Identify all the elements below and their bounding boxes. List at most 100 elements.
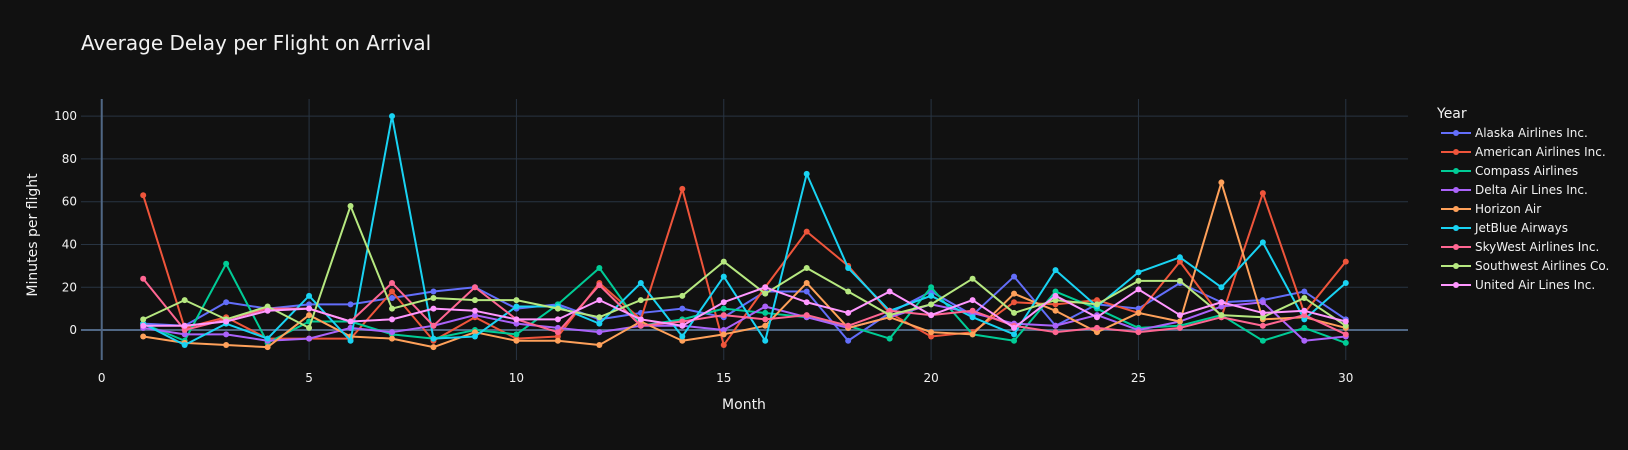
data-point — [389, 316, 396, 323]
data-point — [389, 335, 396, 342]
legend-item[interactable]: American Airlines Inc. — [1441, 145, 1606, 159]
data-point — [1259, 299, 1266, 306]
data-point — [969, 275, 976, 282]
x-tick-label: 15 — [716, 371, 731, 385]
data-point — [181, 322, 188, 329]
data-point — [554, 316, 561, 323]
data-point — [762, 337, 769, 344]
tick-layer: 0 5 10 15 20 25 30 0 20 40 60 80 100 — [54, 109, 1353, 385]
series-line — [143, 301, 1346, 342]
data-point — [1093, 314, 1100, 321]
data-point — [430, 322, 437, 329]
chart-title: Average Delay per Flight on Arrival — [81, 31, 431, 55]
legend-swatch-marker — [1453, 187, 1459, 193]
data-point — [306, 335, 313, 342]
legend-label: JetBlue Airways — [1474, 221, 1568, 235]
data-point — [513, 337, 520, 344]
data-point — [762, 309, 769, 316]
series-line — [143, 286, 1347, 329]
legend-label: Southwest Airlines Co. — [1475, 259, 1609, 273]
data-point — [720, 331, 727, 338]
data-point — [1135, 329, 1142, 336]
data-point — [720, 327, 727, 334]
legend-swatch-marker — [1453, 149, 1459, 155]
data-point — [1093, 329, 1100, 336]
data-point — [596, 314, 603, 321]
legend-item[interactable]: Alaska Airlines Inc. — [1441, 126, 1588, 140]
data-point — [264, 344, 271, 351]
legend-item[interactable]: Southwest Airlines Co. — [1441, 259, 1609, 273]
data-point — [1259, 337, 1266, 344]
x-tick-label: 5 — [305, 371, 313, 385]
data-point — [471, 307, 478, 314]
data-point — [264, 335, 271, 342]
legend-item[interactable]: Delta Air Lines Inc. — [1441, 183, 1588, 197]
data-point — [554, 337, 561, 344]
data-point — [596, 265, 603, 272]
data-point — [1218, 284, 1225, 291]
series-layer — [140, 113, 1349, 351]
data-point — [1176, 254, 1183, 261]
data-point — [223, 260, 230, 267]
data-point — [1259, 309, 1266, 316]
data-point — [762, 322, 769, 329]
data-point — [928, 333, 935, 340]
legend-item[interactable]: SkyWest Airlines Inc. — [1441, 240, 1599, 254]
data-point — [637, 316, 644, 323]
data-point — [181, 342, 188, 349]
series-line — [142, 115, 1347, 347]
data-point — [596, 297, 603, 304]
data-point — [389, 113, 396, 120]
data-point — [513, 297, 520, 304]
data-point — [637, 322, 644, 329]
data-point — [1052, 288, 1059, 295]
data-point — [223, 342, 230, 349]
data-point — [969, 297, 976, 304]
data-point — [513, 320, 520, 327]
data-point — [1301, 294, 1308, 301]
legend: Year Alaska Airlines Inc. American Airlin… — [1436, 106, 1609, 292]
data-point — [928, 312, 935, 319]
legend-swatch-marker — [1453, 244, 1459, 250]
data-point — [1093, 297, 1100, 304]
data-point — [845, 322, 852, 329]
legend-label: Alaska Airlines Inc. — [1475, 126, 1588, 140]
data-point — [1301, 316, 1308, 323]
data-point — [596, 282, 603, 289]
data-point — [803, 170, 810, 177]
data-point — [389, 294, 396, 301]
data-point — [306, 312, 313, 319]
legend-item[interactable]: United Air Lines Inc. — [1441, 278, 1595, 292]
legend-title: Year — [1436, 106, 1467, 122]
data-point — [1301, 288, 1308, 295]
data-point — [389, 305, 396, 312]
data-point — [140, 316, 147, 323]
data-point — [554, 329, 561, 336]
legend-swatch-marker — [1453, 130, 1459, 136]
data-point — [1011, 290, 1018, 297]
data-point — [223, 318, 230, 325]
data-point — [1011, 331, 1018, 338]
legend-item[interactable]: Horizon Air — [1441, 202, 1541, 216]
y-tick-label: 20 — [62, 280, 77, 294]
data-point — [928, 301, 935, 308]
data-point — [1052, 329, 1059, 336]
data-point — [1342, 258, 1349, 265]
data-point — [762, 290, 769, 297]
data-point — [1135, 277, 1142, 284]
data-point — [181, 327, 188, 334]
data-point — [679, 305, 686, 312]
data-point — [1011, 273, 1018, 280]
data-point — [430, 344, 437, 351]
data-point — [471, 333, 478, 340]
data-point — [1218, 299, 1225, 306]
legend-item[interactable]: JetBlue Airways — [1441, 221, 1568, 235]
data-point — [1135, 309, 1142, 316]
data-point — [596, 329, 603, 336]
data-point — [1301, 307, 1308, 314]
legend-item[interactable]: Compass Airlines — [1441, 164, 1578, 178]
data-point — [306, 305, 313, 312]
x-tick-label: 0 — [98, 371, 106, 385]
data-point — [1218, 179, 1225, 186]
